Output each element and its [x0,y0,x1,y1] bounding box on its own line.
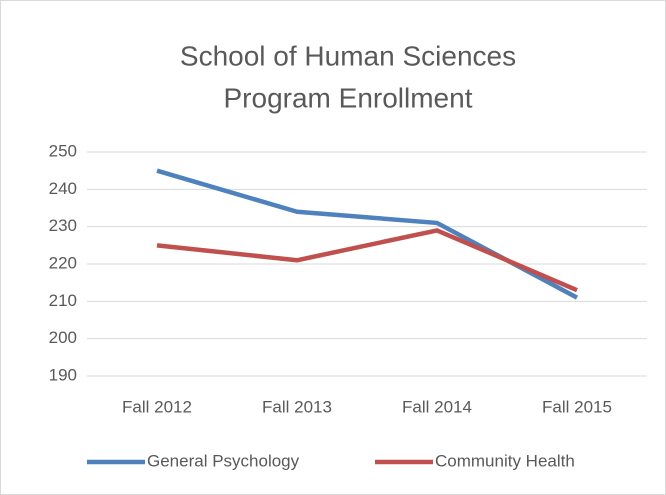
y-tick-label: 190 [49,365,77,384]
x-tick-label: Fall 2012 [122,397,192,416]
x-tick-label: Fall 2013 [262,397,332,416]
chart-title: School of Human Sciences [180,40,516,71]
legend-label: Community Health [435,451,575,470]
y-tick-label: 200 [49,328,77,347]
y-tick-label: 210 [49,291,77,310]
chart-title: Program Enrollment [224,82,473,113]
line-series [156,228,578,293]
x-tick-label: Fall 2015 [542,397,612,416]
y-tick-label: 230 [49,216,77,235]
x-tick-label: Fall 2014 [402,397,472,416]
y-tick-label: 250 [49,141,77,160]
y-tick-label: 240 [49,179,77,198]
y-tick-label: 220 [49,253,77,272]
legend-label: General Psychology [147,451,300,470]
